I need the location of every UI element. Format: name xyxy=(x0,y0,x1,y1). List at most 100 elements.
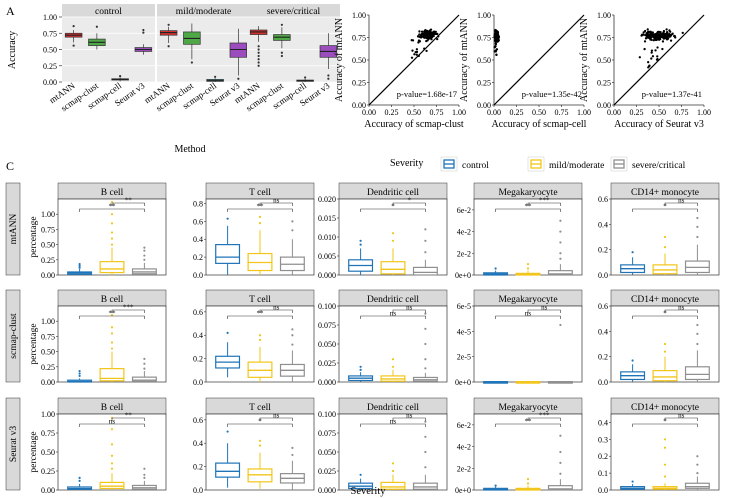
y-tick-label: 0.6 xyxy=(193,217,203,226)
y-tick-label: 0.010 xyxy=(318,233,336,242)
scatter-point xyxy=(426,32,430,35)
y-tick-label: 1.00 xyxy=(43,13,57,22)
y-tick-label: 0.025 xyxy=(318,467,336,476)
outlier-point xyxy=(424,342,427,346)
outlier-point xyxy=(631,251,634,254)
significance-label: *** xyxy=(123,304,134,312)
outlier-point xyxy=(258,215,262,218)
diagonal-line xyxy=(368,14,460,106)
y-tick-label: 0.100 xyxy=(318,302,336,311)
outlier-point xyxy=(663,438,667,441)
scatter-point xyxy=(671,32,674,35)
y-tick-label: 0.2 xyxy=(598,452,608,461)
y-tick-label: 0.50 xyxy=(41,348,55,357)
significance-bracket xyxy=(632,208,698,212)
scatter-point xyxy=(415,48,419,51)
y-tick-label: 0.075 xyxy=(318,429,336,438)
significance-label: ** xyxy=(525,418,533,426)
scatter-point xyxy=(646,31,650,34)
x-tick-label: 1.00 xyxy=(577,108,591,117)
scatter-point xyxy=(662,29,666,33)
column-strip-label: B cell xyxy=(101,295,124,305)
x-axis-label: Accuracy of scmap-clust xyxy=(364,119,464,130)
significance-label: ** xyxy=(525,203,533,211)
y-tick-label: 0.00 xyxy=(477,101,491,110)
column-strip-label: B cell xyxy=(101,403,124,413)
outlier-point xyxy=(663,342,667,346)
x-tick-label: 0.75 xyxy=(675,108,689,117)
outlier-point xyxy=(559,219,562,222)
y-tick-label: 0.0 xyxy=(193,271,203,280)
outlier-point xyxy=(424,420,427,423)
y-tick-label: 0.0 xyxy=(598,486,608,495)
y-tick-label: 0.4 xyxy=(193,439,203,448)
outlier-point xyxy=(663,463,667,466)
y-axis-label: Accuracy of mtANN xyxy=(334,18,345,102)
outlier-point xyxy=(280,23,283,26)
y-tick-label: 1.00 xyxy=(477,11,491,20)
significance-bracket xyxy=(495,315,561,319)
x-tick-label: 1.00 xyxy=(452,108,466,117)
outlier-point xyxy=(696,472,699,475)
y-tick-label: 0.000 xyxy=(318,486,336,495)
column-strip-label: T cell xyxy=(249,188,271,198)
outlier-point xyxy=(631,359,634,362)
y-tick-label: 0e+0 xyxy=(455,378,471,387)
y-tick-label: 0.50 xyxy=(41,241,55,250)
x-axis-label: Severity xyxy=(351,486,387,497)
outlier-point xyxy=(696,342,699,346)
outlier-point xyxy=(110,428,114,431)
panel-label-a: A xyxy=(6,4,15,18)
outlier-point xyxy=(696,235,699,239)
outlier-point xyxy=(291,446,294,450)
scatter-point xyxy=(647,34,651,38)
outlier-point xyxy=(391,469,395,473)
y-tick-label: 0.75 xyxy=(477,34,491,43)
scatter-point xyxy=(650,57,653,60)
column-strip-label: CD14+ monocyte xyxy=(631,403,699,413)
scatter-point xyxy=(646,36,649,39)
outlier-point xyxy=(78,264,81,267)
y-tick-label: 0.25 xyxy=(41,363,55,372)
scatter-point xyxy=(666,37,670,40)
chart-c: Severity control mild/moderate severe/criti… xyxy=(5,156,720,497)
panel-label-c: C xyxy=(6,159,14,173)
y-tick-label: 0.25 xyxy=(477,79,491,88)
outlier-point xyxy=(257,61,260,64)
outlier-point xyxy=(257,64,260,67)
x-tick-label: 0.75 xyxy=(555,108,569,117)
outlier-point xyxy=(291,453,294,457)
significance-bracket xyxy=(495,208,561,212)
significance-label: * xyxy=(391,203,395,211)
outlier-point xyxy=(494,484,497,487)
significance-label: ** xyxy=(257,310,265,318)
box-severe/critical xyxy=(412,482,438,490)
outlier-point xyxy=(78,476,81,479)
x-tick-label: 0.75 xyxy=(430,108,444,117)
outlier-point xyxy=(143,249,146,252)
scatter-point xyxy=(638,56,641,59)
y-tick-label: 1.00 xyxy=(352,11,366,20)
y-tick-label: 6e-5 xyxy=(457,302,471,311)
box-Seurat v3 xyxy=(229,42,248,58)
outlier-point xyxy=(526,482,530,485)
outlier-point xyxy=(167,23,170,26)
outlier-point xyxy=(359,239,362,242)
outlier-point xyxy=(424,251,427,254)
outlier-point xyxy=(424,239,427,242)
outlier-point xyxy=(258,338,262,342)
scatter-point xyxy=(642,31,645,34)
scatter-point xyxy=(648,65,651,68)
significance-bracket xyxy=(664,309,698,313)
outlier-point xyxy=(110,314,114,317)
significance-label: * xyxy=(663,310,667,318)
y-tick-label: 6e-2 xyxy=(457,421,471,430)
outlier-point xyxy=(559,461,562,464)
outlier-point xyxy=(167,45,170,48)
significance-label: ** xyxy=(109,310,117,318)
significance-bracket xyxy=(632,315,698,319)
outlier-point xyxy=(78,262,81,266)
box-severe/critical xyxy=(684,366,710,381)
outlier-point xyxy=(559,472,562,475)
outlier-point xyxy=(291,229,294,232)
